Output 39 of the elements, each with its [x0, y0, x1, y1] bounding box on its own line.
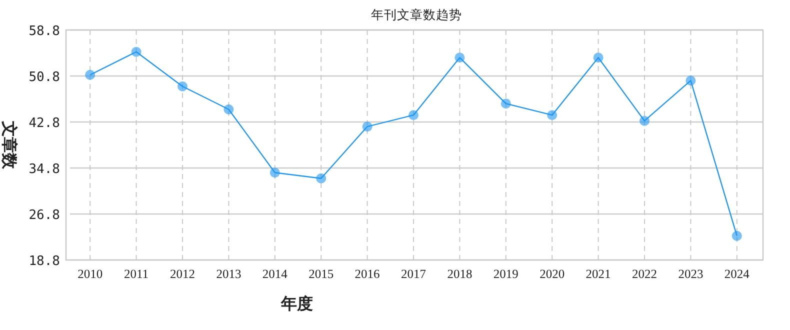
x-tick-label: 2016: [354, 267, 380, 281]
y-axis-title: 文章数: [0, 120, 18, 170]
point: [547, 110, 558, 120]
x-tick-label: 2024: [724, 267, 750, 281]
y-tick-label: 58.8: [28, 24, 60, 39]
x-tick-label: 2012: [170, 267, 195, 281]
y-tick-label: 50.8: [28, 70, 60, 85]
x-tick-label: 2022: [632, 267, 657, 281]
x-tick-label: 2021: [586, 267, 611, 281]
point: [500, 98, 511, 109]
y-tick-label: 42.8: [28, 116, 60, 131]
x-tick-label: 2019: [493, 267, 518, 281]
point: [640, 116, 650, 126]
y-tick-label: 18.8: [28, 254, 60, 269]
point: [408, 110, 418, 120]
point: [362, 122, 372, 132]
x-tick-label: 2014: [262, 267, 288, 281]
point: [270, 168, 280, 178]
chart-title: 年刊文章数趋势: [371, 8, 462, 22]
point: [224, 104, 234, 114]
point: [593, 52, 604, 63]
point: [131, 46, 142, 57]
point: [454, 52, 465, 63]
x-tick-label: 2023: [678, 267, 704, 281]
x-tick-label: 2010: [78, 267, 103, 281]
y-tick-label: 34.8: [28, 162, 60, 177]
point: [178, 81, 188, 92]
point: [732, 230, 742, 241]
x-tick-label: 2020: [540, 267, 565, 281]
y-tick-label: 26.8: [28, 208, 60, 223]
point: [686, 76, 696, 86]
point: [85, 70, 96, 80]
point: [316, 173, 326, 184]
x-tick-label: 2015: [308, 267, 334, 281]
x-tick-label: 2013: [216, 267, 242, 281]
x-axis-title: 年度: [280, 294, 313, 313]
x-tick-label: 2018: [447, 267, 472, 281]
x-tick-label: 2011: [124, 267, 149, 281]
x-tick-label: 2017: [401, 267, 426, 281]
